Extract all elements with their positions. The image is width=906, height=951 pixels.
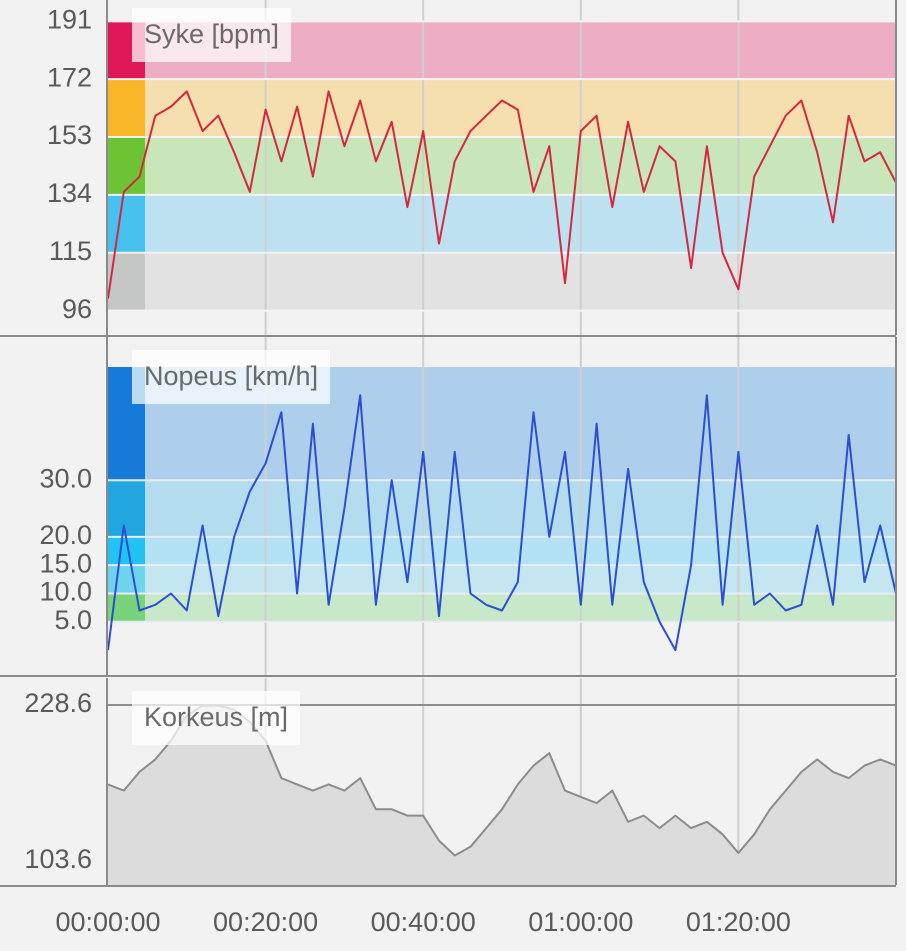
x-tick-label: 00:40:00	[371, 907, 476, 937]
data-line	[107, 394, 897, 652]
x-tick-label: 01:20:00	[686, 907, 791, 937]
zone-band	[108, 252, 896, 311]
y-tick-label: 134	[47, 178, 92, 208]
zone-strip	[108, 480, 145, 537]
panel-title: Syke [bpm]	[144, 19, 279, 49]
y-tick-label: 172	[47, 62, 92, 92]
area	[108, 705, 896, 885]
zone-band	[108, 79, 896, 138]
zone-band	[108, 536, 896, 566]
zone-strip	[108, 194, 145, 253]
x-tick-label: 00:20:00	[213, 907, 318, 937]
title-box	[132, 691, 301, 745]
x-tick-label: 01:00:00	[528, 907, 633, 937]
x-tick-label: 00:00:00	[55, 907, 160, 937]
y-tick-label: 228.6	[24, 688, 92, 718]
y-tick-label: 15.0	[39, 548, 92, 578]
y-tick-label: 30.0	[39, 463, 92, 493]
y-tick-label: 103.6	[24, 844, 92, 874]
zone-band	[108, 593, 896, 622]
y-tick-label: 115	[49, 236, 92, 266]
panel-title: Nopeus [km/h]	[144, 361, 318, 391]
y-tick-label: 20.0	[39, 520, 92, 550]
zone-band	[108, 565, 896, 594]
title-box	[132, 8, 292, 62]
zone-band	[108, 480, 896, 537]
y-tick-label: 10.0	[39, 577, 92, 607]
zone-strip	[108, 79, 145, 138]
zone-strip	[108, 137, 145, 195]
zone-strip	[108, 565, 145, 594]
title-box	[132, 350, 331, 404]
y-tick-label: 153	[47, 120, 92, 150]
zone-band	[108, 194, 896, 253]
zone-band	[108, 137, 896, 195]
y-tick-label: 96	[62, 294, 92, 324]
y-tick-label: 191	[47, 4, 92, 34]
data-line	[107, 90, 897, 299]
panel-title: Korkeus [m]	[144, 702, 288, 732]
y-tick-label: 5.0	[54, 605, 92, 635]
